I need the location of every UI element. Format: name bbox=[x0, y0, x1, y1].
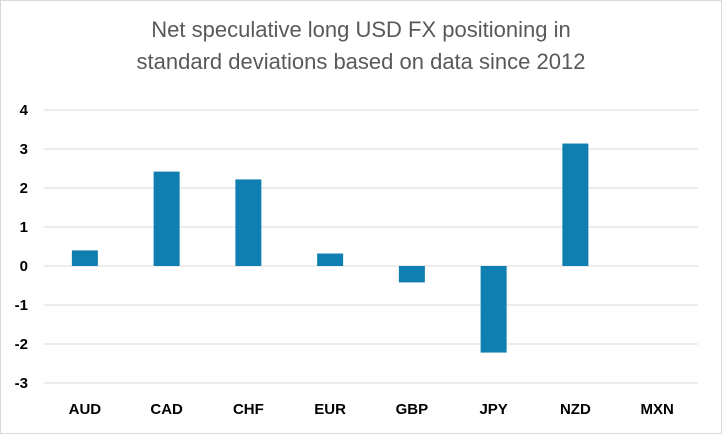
x-tick-label-jpy: JPY bbox=[479, 401, 507, 418]
gridlines bbox=[44, 109, 698, 384]
bar-jpy bbox=[480, 266, 507, 353]
chart-title-line-1: Net speculative long USD FX positioning … bbox=[151, 17, 571, 42]
bar-nzd bbox=[562, 143, 589, 266]
x-tick-label-mxn: MXN bbox=[640, 401, 673, 418]
x-tick-label-aud: AUD bbox=[69, 401, 102, 418]
bars bbox=[71, 143, 589, 353]
bar-gbp bbox=[398, 266, 425, 283]
bar-aud bbox=[71, 250, 98, 266]
x-tick-label-nzd: NZD bbox=[560, 401, 591, 418]
chart-title: Net speculative long USD FX positioning … bbox=[0, 14, 722, 78]
x-tick-label-cad: CAD bbox=[150, 401, 183, 418]
y-tick-label: 2 bbox=[20, 180, 28, 197]
y-tick-label: 1 bbox=[20, 219, 28, 236]
bar-cad bbox=[153, 171, 180, 266]
x-axis-ticks: AUD CAD CHF EUR GBP JPY NZD MXN bbox=[69, 401, 674, 418]
y-tick-label: 0 bbox=[20, 258, 28, 275]
y-tick-label: -1 bbox=[15, 297, 28, 314]
bar-chf bbox=[235, 179, 262, 266]
x-tick-label-gbp: GBP bbox=[396, 401, 429, 418]
bar-eur bbox=[317, 253, 344, 266]
x-tick-label-chf: CHF bbox=[233, 401, 264, 418]
y-tick-label: 4 bbox=[20, 102, 29, 119]
y-axis-ticks: 4 3 2 1 0 -1 -2 -3 bbox=[15, 102, 29, 392]
y-tick-label: 3 bbox=[20, 141, 28, 158]
chart-title-line-2: standard deviations based on data since … bbox=[136, 49, 586, 74]
x-tick-label-eur: EUR bbox=[314, 401, 346, 418]
y-tick-label: -3 bbox=[15, 375, 28, 392]
y-tick-label: -2 bbox=[15, 336, 28, 353]
